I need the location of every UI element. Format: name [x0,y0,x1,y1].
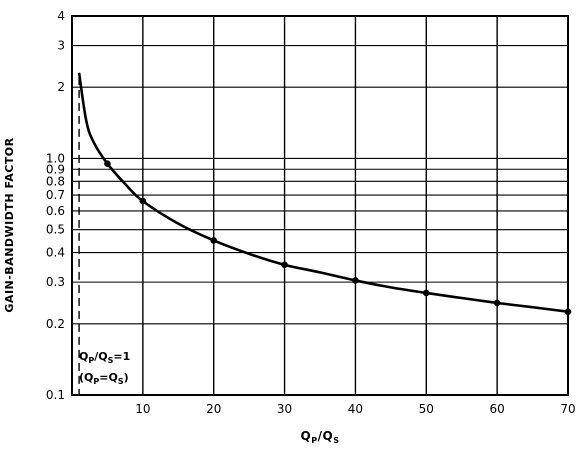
y-tick-label-0.9: 0.9 [46,162,65,176]
data-point-x70 [564,308,572,315]
series-line-0 [77,72,569,313]
y-tick-label-4: 4 [57,9,65,23]
x-tick-label-50: 50 [419,402,434,416]
y-tick-label-0.3: 0.3 [46,275,65,289]
x-tick-label-70: 70 [560,402,575,416]
y-axis-title: GAIN-BANDWIDTH FACTOR [3,137,16,312]
grid [72,15,569,396]
data-point-x40 [352,277,359,284]
y-tick-label-0.4: 0.4 [46,246,65,260]
series-curve [77,72,569,313]
data-point-x30 [281,261,288,269]
data-point-x50 [422,289,430,297]
y-tick-label-0.5: 0.5 [46,223,65,237]
x-tick-label-40: 40 [348,402,363,416]
y-tick-labels: 0.1 0.2 0.3 0.4 0.5 0.6 0.70.80.91.0 2 3 4 [46,9,65,402]
plot-border [71,15,569,396]
y-tick-label-0.8: 0.8 [46,174,65,188]
y-tick-label-0.6: 0.6 [46,204,65,218]
x-tick-labels: 10 20 30 40 50 60 70 [135,402,575,416]
y-tick-label-0.1: 0.1 [46,388,65,402]
data-markers [104,160,572,315]
data-point-x5 [104,160,111,167]
data-point-x60 [493,299,501,307]
x-tick-label-20: 20 [206,402,221,416]
y-tick-label-2: 2 [57,80,65,94]
data-point-x20 [210,237,218,244]
annotation-ratio: QP/QS=1 [79,350,130,365]
x-tick-label-10: 10 [135,402,150,416]
y-tick-label-0.2: 0.2 [46,317,65,331]
x-tick-label-30: 30 [277,402,292,416]
y-tick-label-3: 3 [57,39,65,53]
plot-frame [71,15,569,396]
data-point-x10 [139,197,147,205]
y-tick-label-0.7: 0.7 [46,188,65,202]
annotation-equality: (QP=QS) [79,371,129,386]
x-tick-label-60: 60 [490,402,505,416]
y-tick-label-1.0: 1.0 [46,151,65,165]
x-axis-title: QP/QS [301,429,340,445]
